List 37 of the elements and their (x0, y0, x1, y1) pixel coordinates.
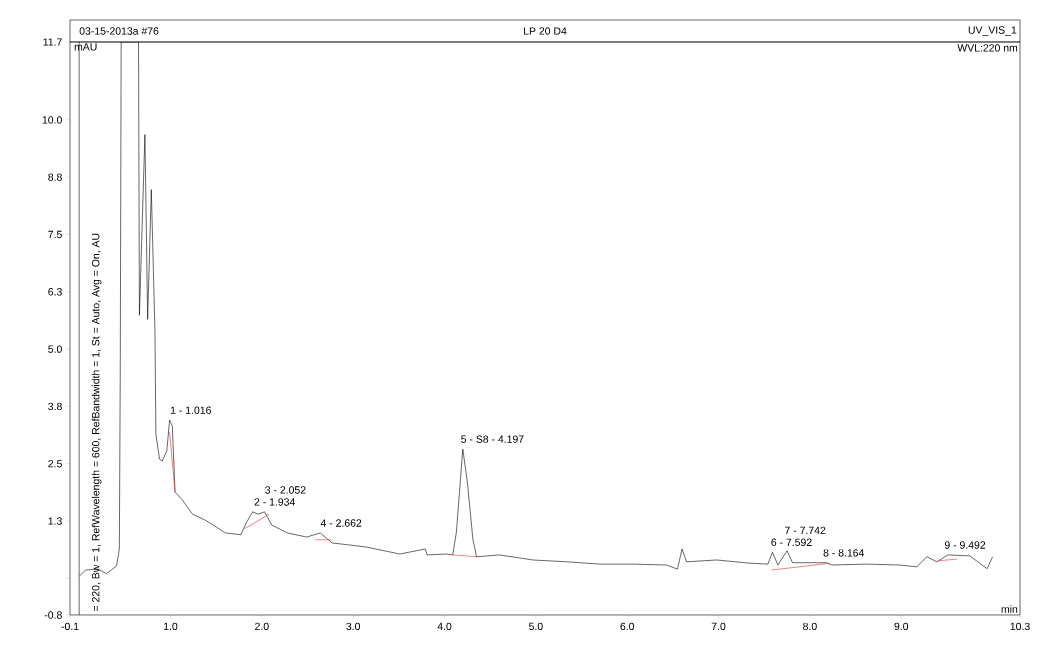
x-tick-label: 7.0 (711, 622, 726, 631)
annotation: 3 - 2.052 (265, 486, 306, 494)
annotation: WVL:220 nm (957, 44, 1018, 52)
y-tick-label: 11.7 (43, 38, 62, 46)
y-tick-label: 3.8 (48, 402, 62, 411)
annotation: 9 - 9.492 (944, 541, 986, 549)
annotation: 2 - 1.934 (254, 498, 295, 506)
y-tick-label: 7.5 (48, 230, 62, 239)
annotation: 5 - S8 - 4.197 (461, 435, 524, 443)
x-tick-label: 10.3 (1010, 622, 1030, 631)
y-tick-label: 1.3 (48, 517, 62, 525)
text: UV_VIS_1 (968, 26, 1017, 36)
y-tick-label: 2.5 (48, 460, 62, 468)
x-tick-label: 3.0 (346, 622, 361, 631)
y-axis-title: mAU (74, 43, 97, 51)
y-tick-label: 5.0 (48, 345, 62, 353)
x-tick-label: 2.0 (255, 622, 269, 631)
chart-title: LP 20 D4 (524, 27, 567, 35)
annotation: = 220, Bw = 1, RefWavelength = 600, RefBandwidth = 1, St = Auto, Avg = On, AU (91, 233, 102, 611)
annotation: 7 - 7.742 (785, 526, 826, 534)
x-axis-title: min (1001, 605, 1018, 613)
x-tick-label: -0.1 (61, 622, 79, 631)
y-tick-label: -0.8 (44, 611, 62, 619)
x-tick-label: 4.0 (437, 622, 452, 631)
x-tick-label: 1.0 (164, 622, 178, 631)
text: 03-15-2013a #76 (79, 27, 159, 35)
annotation: 1 - 1.016 (170, 406, 211, 414)
y-tick-label: 6.3 (48, 288, 62, 296)
y-tick-label: 8.8 (48, 173, 62, 181)
annotation: 8 - 8.164 (823, 549, 865, 557)
annotation: 6 - 7.592 (771, 538, 812, 546)
y-tick-label: 10.0 (42, 116, 62, 124)
x-tick-label: 5.0 (529, 622, 543, 631)
x-tick-label: 9.0 (894, 622, 909, 631)
x-tick-label: 6.0 (620, 622, 635, 631)
x-tick-label: 8.0 (803, 622, 817, 631)
annotation: 4 - 2.662 (320, 519, 362, 527)
